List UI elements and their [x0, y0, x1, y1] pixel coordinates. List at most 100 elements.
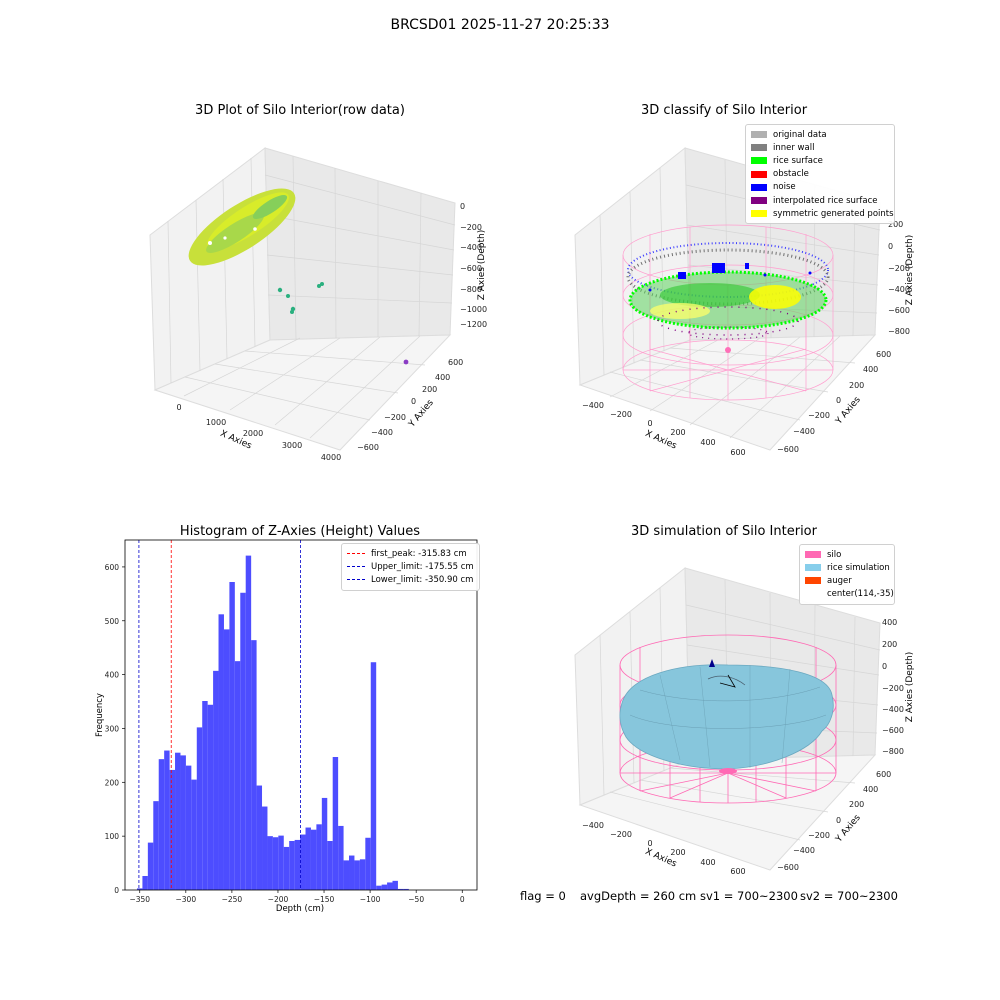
- svg-text:400: 400: [882, 618, 897, 627]
- panel2-x-ticks: −400 −200 0 200 400 600: [582, 401, 746, 457]
- svg-text:600: 600: [730, 448, 745, 457]
- histogram-bar: [142, 876, 148, 890]
- svg-text:−600: −600: [888, 306, 910, 315]
- legend-swatch: [751, 170, 767, 178]
- svg-text:0: 0: [836, 816, 841, 825]
- panel2-3d-plot: −400 −200 0 200 400 600 X Axies 600 400 …: [574, 146, 915, 457]
- svg-text:600: 600: [448, 358, 463, 367]
- panel1-x-ticks: 0 1000 2000 3000 4000: [176, 403, 341, 462]
- histogram-bar: [403, 888, 409, 890]
- status-sv2: sv2 = 700~2300: [800, 889, 898, 903]
- panel2-title: 3D classify of Silo Interior: [640, 103, 808, 118]
- svg-text:−400: −400: [888, 285, 910, 294]
- legend-item-upper-limit: Upper_limit: -175.55 cm: [347, 560, 474, 573]
- svg-text:−400: −400: [582, 821, 604, 830]
- status-flag: flag = 0: [520, 889, 566, 903]
- histogram-bar: [229, 582, 235, 890]
- panel2-point-cloud: [626, 242, 830, 353]
- histogram-bar: [175, 752, 181, 890]
- panel2-legend: original data inner wall rice surface ob…: [745, 124, 895, 225]
- histogram-bar: [343, 860, 350, 890]
- svg-text:−400: −400: [882, 705, 904, 714]
- histogram-bar: [180, 755, 186, 890]
- panel4-x-ticks: −400 −200 0 200 400 600: [582, 821, 746, 876]
- svg-text:200: 200: [670, 848, 685, 857]
- x-tick-label: −250: [222, 895, 243, 904]
- histogram-bar: [223, 629, 230, 890]
- legend-swatch: [751, 157, 767, 165]
- panel1-3d-plot: 0 1000 2000 3000 4000 X Axies 600 400 20…: [149, 147, 487, 462]
- panel4-floor-pane: [578, 754, 877, 871]
- x-tick-label: 0: [460, 895, 465, 904]
- histogram-bar: [300, 834, 306, 890]
- x-tick-label: −50: [408, 895, 424, 904]
- legend-item-inner-wall: inner wall: [751, 141, 889, 154]
- legend-item-lower-limit: Lower_limit: -350.90 cm: [347, 573, 474, 586]
- svg-text:4000: 4000: [321, 453, 341, 462]
- histogram-x-ticks: −350 −300 −250 −200 −150 −100 −50 0: [129, 890, 465, 904]
- histogram-bar: [305, 827, 311, 890]
- svg-text:600: 600: [876, 350, 891, 359]
- y-tick-label: 600: [105, 563, 120, 572]
- panel1-y-ticks: 600 400 200 0 −200 −400 −600: [357, 358, 463, 452]
- status-sv1: sv1 = 700~2300: [700, 889, 798, 903]
- histogram-bar: [365, 837, 371, 890]
- histogram-bar: [158, 759, 165, 890]
- legend-item-symmetric: symmetric generated points: [751, 207, 894, 220]
- histogram-bar: [278, 835, 284, 890]
- svg-text:−200: −200: [384, 413, 406, 422]
- panel4-z-label: Z Axies (Depth): [905, 652, 915, 723]
- legend-swatch: [751, 144, 767, 152]
- histogram-axes-frame: [124, 539, 478, 891]
- svg-text:−1000: −1000: [460, 305, 487, 314]
- svg-text:−600: −600: [357, 443, 379, 452]
- svg-text:200: 200: [670, 428, 685, 437]
- panel4-legend: silo rice simulation auger center(114,-3…: [799, 544, 895, 605]
- panel1-point-cloud: [188, 188, 409, 365]
- panel4-3d-plot: −400 −200 0 200 400 600 X Axies 600 400 …: [574, 566, 915, 876]
- histogram-bar: [185, 765, 192, 890]
- panel2-floor-pane: [578, 334, 877, 451]
- svg-text:−1200: −1200: [460, 320, 487, 329]
- histogram-bar: [376, 885, 382, 890]
- svg-text:−800: −800: [460, 285, 482, 294]
- legend-item-first-peak: first_peak: -315.83 cm: [347, 547, 474, 560]
- svg-text:0: 0: [411, 397, 416, 406]
- legend-item-rice-surface: rice surface: [751, 154, 889, 167]
- svg-text:−400: −400: [460, 243, 482, 252]
- histogram-bar: [234, 661, 241, 890]
- y-tick-label: 0: [114, 886, 119, 895]
- y-tick-label: 100: [105, 832, 120, 841]
- panel2-z-label: Z Axies (Depth): [905, 235, 915, 306]
- x-tick-label: −200: [268, 895, 289, 904]
- histogram-bar: [196, 727, 203, 890]
- panel4-rice-surface: [619, 659, 834, 774]
- svg-text:−800: −800: [888, 327, 910, 336]
- svg-text:−200: −200: [610, 410, 632, 419]
- svg-text:0: 0: [882, 662, 887, 671]
- panel3-title: Histogram of Z-Axies (Height) Values: [179, 524, 421, 539]
- histogram-bar: [191, 779, 197, 890]
- svg-text:0: 0: [888, 242, 893, 251]
- legend-swatch: [751, 210, 767, 218]
- panel4-title: 3D simulation of Silo Interior: [631, 524, 817, 539]
- svg-text:−600: −600: [460, 264, 482, 273]
- svg-text:2000: 2000: [243, 429, 263, 438]
- svg-text:−200: −200: [460, 223, 482, 232]
- svg-text:1000: 1000: [206, 418, 226, 427]
- histogram-x-label: Depth (cm): [276, 904, 324, 914]
- legend-swatch: [805, 577, 821, 585]
- legend-line-swatch: [347, 566, 365, 568]
- histogram-bar: [397, 888, 404, 890]
- svg-text:−200: −200: [808, 831, 830, 840]
- status-avg-depth: avgDepth = 260 cm: [580, 889, 697, 903]
- panel1-floor-pane: [153, 334, 452, 451]
- panel2-z-ticks: 200 0 −200 −400 −600 −800: [888, 220, 910, 336]
- svg-text:0: 0: [836, 396, 841, 405]
- svg-text:−600: −600: [882, 726, 904, 735]
- histogram-bar: [283, 846, 290, 890]
- svg-text:0: 0: [176, 403, 181, 412]
- legend-item-rice-simulation: rice simulation: [805, 561, 890, 574]
- legend-swatch: [751, 197, 767, 205]
- legend-swatch: [805, 564, 821, 572]
